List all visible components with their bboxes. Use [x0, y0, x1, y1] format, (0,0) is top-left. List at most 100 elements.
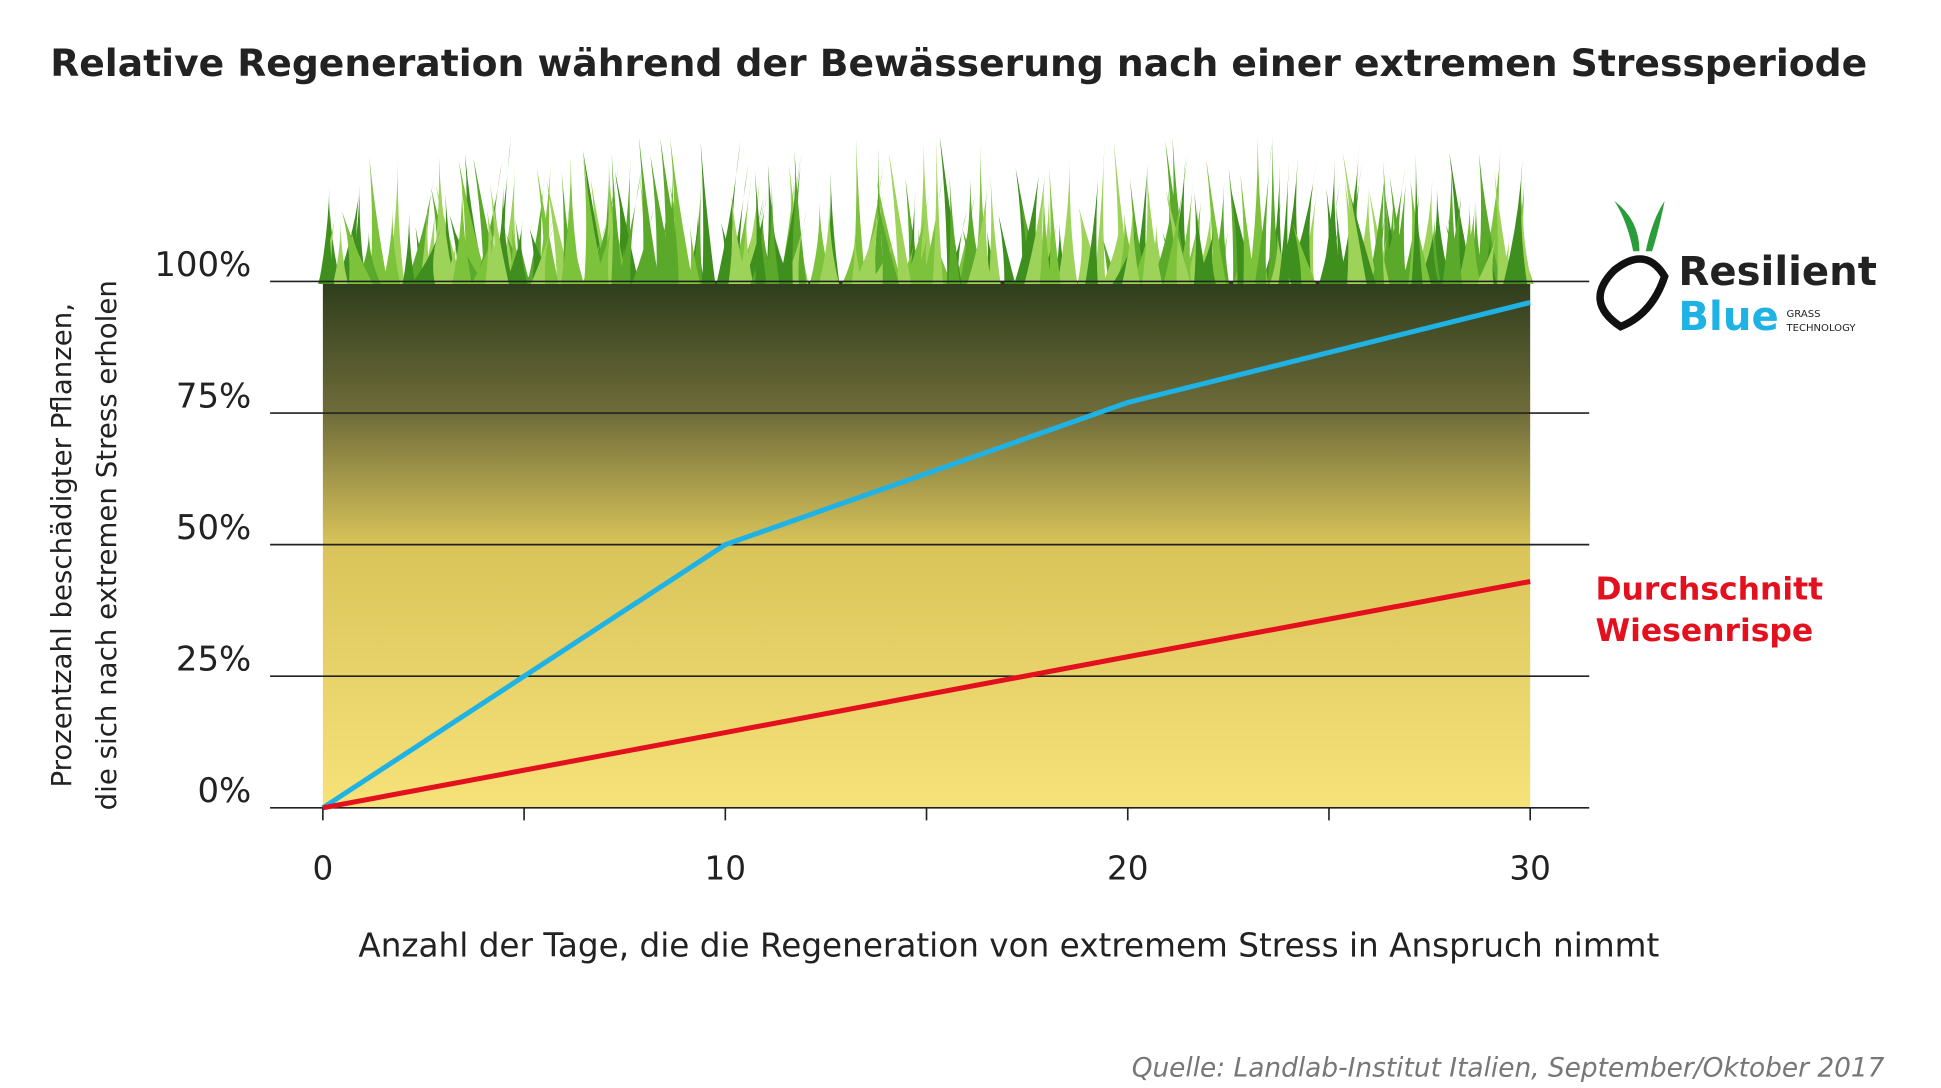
- grass-blade: [1503, 158, 1528, 284]
- grass-blade: [1230, 185, 1256, 284]
- grass-blade: [1142, 170, 1163, 284]
- grass-blade: [660, 138, 687, 284]
- grass-blade: [1211, 180, 1230, 284]
- grass-blade: [1024, 156, 1048, 284]
- grass-blade: [369, 156, 388, 284]
- grass-blade: [505, 220, 528, 284]
- grass-blade: [1443, 182, 1463, 284]
- grass-blade: [1476, 223, 1500, 284]
- grass-blade: [921, 170, 944, 284]
- grass-blade: [490, 183, 509, 284]
- grass-blade: [716, 140, 741, 284]
- grass-blade: [567, 208, 584, 284]
- plot: 0% 25% 50% 75% 100% 0 10 20 30: [154, 245, 1590, 888]
- grass-blade: [1457, 203, 1481, 284]
- grass-blade: [471, 215, 499, 284]
- grass-blade: [819, 202, 839, 284]
- grass-blade: [1177, 170, 1195, 284]
- background: [317, 134, 1534, 808]
- grass-blade: [1292, 222, 1317, 284]
- logo-leaf: [1614, 201, 1665, 252]
- grass-blade: [1077, 214, 1103, 284]
- grass-blade: [485, 217, 497, 284]
- grass-blade: [1094, 139, 1106, 284]
- grass-blade: [546, 180, 572, 284]
- grass-blade: [948, 175, 961, 284]
- grass-blade: [1228, 168, 1246, 284]
- grass-blade: [854, 193, 884, 284]
- y-axis-label: die sich nach extremen Stress erholen: [90, 280, 123, 810]
- grass-blade: [1449, 153, 1474, 284]
- grass-blade: [1321, 158, 1342, 284]
- grass-blade: [1335, 205, 1348, 284]
- grass-blade: [1342, 152, 1367, 284]
- x-tick-label: 10: [705, 850, 747, 888]
- grass-blade: [872, 146, 885, 284]
- logo-tag: GRASS: [1786, 309, 1820, 320]
- logo-icon: [1596, 255, 1669, 331]
- grass-blade: [1368, 150, 1387, 284]
- grass-blade: [652, 199, 669, 284]
- grass-blade: [382, 207, 401, 284]
- y-tick-label: 100%: [154, 245, 251, 284]
- grass-blade: [529, 228, 556, 284]
- grass-blade: [452, 184, 473, 284]
- grass-blade: [1039, 183, 1052, 284]
- grass-blade: [560, 156, 581, 284]
- grass-blade: [1240, 174, 1256, 284]
- source: Quelle: Landlab-Institut Italien, Septem…: [1132, 1054, 1885, 1084]
- logo-tag: TECHNOLOGY: [1785, 323, 1856, 334]
- grass-blade: [430, 155, 455, 284]
- grass-blade: [1287, 159, 1317, 284]
- grass-blade: [876, 196, 899, 284]
- line: [321, 300, 1531, 810]
- grass-blade: [530, 214, 555, 284]
- grass-blade: [1163, 154, 1188, 284]
- grass-blade: [669, 184, 694, 284]
- grass-blade: [778, 153, 802, 284]
- grass-blade: [784, 208, 808, 284]
- grass-blade: [1122, 197, 1141, 284]
- grass-blade: [755, 171, 767, 284]
- grass-blade: [402, 211, 415, 284]
- grass-blade: [689, 227, 701, 284]
- grass-blade: [1457, 200, 1479, 284]
- grass-blade: [1279, 156, 1302, 284]
- grass-blade: [1390, 166, 1408, 284]
- series-label: Durchschnitt Wiesenrispe: [1596, 571, 1824, 648]
- x-tick-label: 20: [1107, 850, 1149, 888]
- x-tick-label: 30: [1509, 850, 1551, 888]
- grass-blade: [1494, 171, 1512, 284]
- grass-blade: [1344, 180, 1365, 284]
- grass-blade: [1194, 192, 1208, 284]
- chart-title: Relative Regeneration während der Bewäss…: [50, 41, 1867, 85]
- grass-blade: [1133, 140, 1150, 284]
- grass-blade: [536, 168, 559, 284]
- grass-blade: [406, 173, 435, 284]
- logo: Resilient Blue GRASS TECHNOLOGY: [1596, 201, 1877, 340]
- series-label-line: Durchschnitt: [1596, 571, 1824, 607]
- grass-blade: [700, 141, 716, 284]
- grass-blade: [631, 206, 655, 284]
- x-tick-label: 0: [312, 850, 333, 888]
- grass-blade: [1382, 161, 1394, 284]
- grass-blade: [932, 134, 944, 284]
- grass-blade: [1165, 189, 1191, 284]
- grass-blade: [1278, 159, 1290, 284]
- grass-blade: [910, 230, 930, 284]
- logo-text: Resilient: [1678, 249, 1877, 295]
- grass-blade: [1206, 159, 1227, 284]
- grass-blade: [967, 178, 992, 284]
- y-tick-label: 75%: [176, 376, 251, 415]
- grass-blade: [691, 171, 703, 284]
- grass-blade: [333, 220, 348, 284]
- grass-blade: [888, 151, 912, 284]
- grass-blade: [1267, 134, 1280, 284]
- y-axis-label: Prozentzahl beschädigter Pflanzen,: [45, 303, 78, 788]
- grass-blade: [1411, 153, 1423, 284]
- grass-blade: [616, 168, 642, 284]
- grass-blade: [1379, 165, 1406, 284]
- grass-blade: [1477, 153, 1502, 284]
- y-tick-label: 25%: [176, 640, 251, 679]
